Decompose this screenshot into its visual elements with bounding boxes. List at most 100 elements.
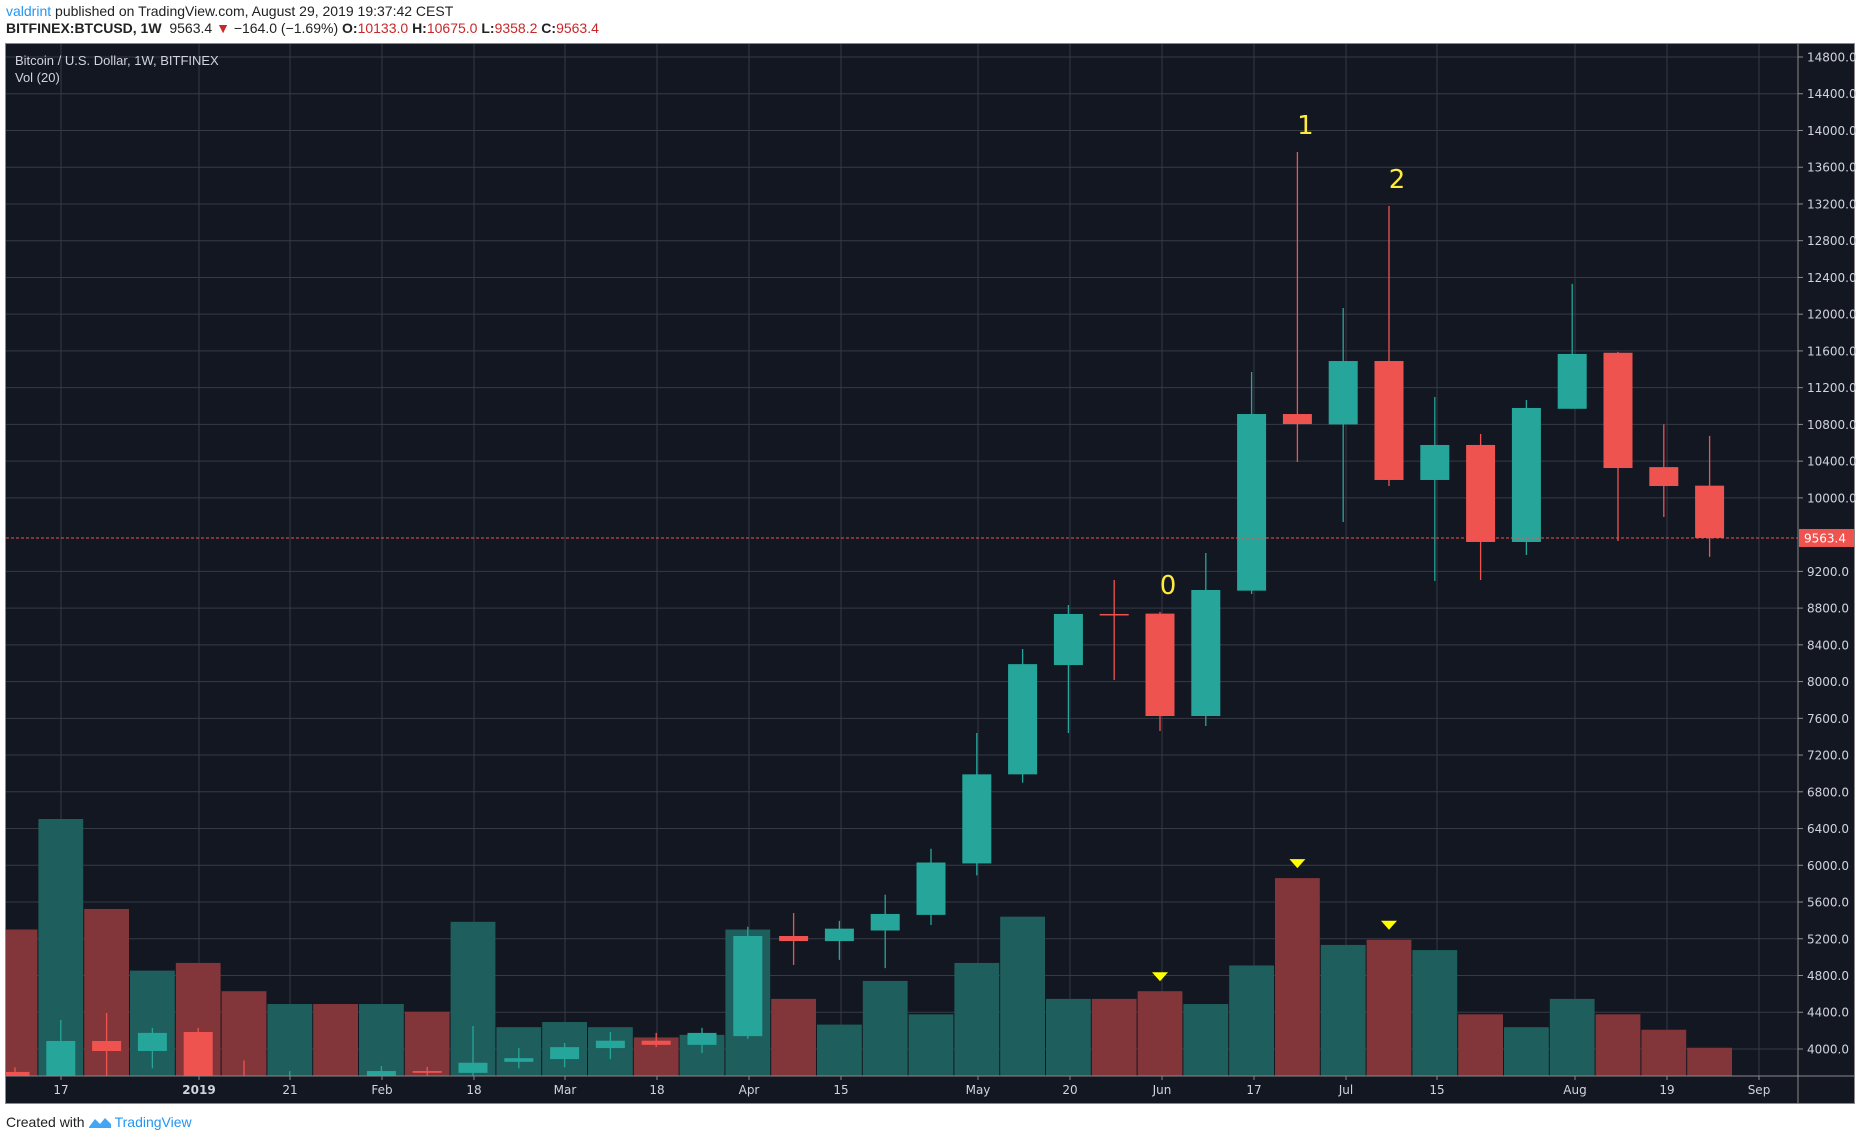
candle-body[interactable] xyxy=(1328,361,1358,425)
price-tick-label: 10000.0 xyxy=(1807,491,1857,505)
candle-body[interactable] xyxy=(1008,664,1038,775)
volume-bar xyxy=(6,929,38,1076)
candle-body[interactable] xyxy=(916,862,946,915)
candle-body[interactable] xyxy=(46,1040,76,1081)
time-tick-label: 19 xyxy=(1659,1083,1674,1097)
volume-indicator-label[interactable]: Vol (20) xyxy=(15,70,60,85)
published-text: published on TradingView.com, August 29,… xyxy=(55,3,454,19)
volume-bar xyxy=(404,1011,450,1076)
high-label: H: xyxy=(412,20,427,36)
candle-body[interactable] xyxy=(321,1084,350,1088)
down-arrow-icon: ▼ xyxy=(216,20,230,36)
price-tick-label: 11600.0 xyxy=(1807,344,1857,358)
chart-pane[interactable] xyxy=(5,43,1855,1104)
price-tick-label: 10800.0 xyxy=(1807,418,1857,432)
open-label: O: xyxy=(342,20,358,36)
volume-bar xyxy=(1687,1047,1732,1076)
footer: Created with TradingView xyxy=(6,1114,192,1130)
price-tick-label: 6800.0 xyxy=(1807,785,1849,799)
candle-body[interactable] xyxy=(870,913,900,931)
candle-body[interactable] xyxy=(1053,613,1083,666)
candle-body[interactable] xyxy=(595,1040,625,1049)
candle-body[interactable] xyxy=(1,1071,30,1077)
price-tick-label: 7600.0 xyxy=(1807,712,1849,726)
volume-marker-icon xyxy=(1289,859,1306,869)
price-axis[interactable] xyxy=(1798,44,1854,1103)
price-tick-label: 4000.0 xyxy=(1807,1042,1849,1056)
candle-body[interactable] xyxy=(1466,444,1496,542)
time-tick-label: Apr xyxy=(739,1083,760,1097)
volume-bar xyxy=(1183,1004,1229,1076)
series-title: Bitcoin / U.S. Dollar, 1W, BITFINEX xyxy=(15,53,219,68)
candle-body[interactable] xyxy=(366,1071,396,1076)
price-tick-label: 7200.0 xyxy=(1807,749,1849,763)
candle-body[interactable] xyxy=(458,1062,488,1073)
candle-body[interactable] xyxy=(412,1071,442,1073)
candle-body[interactable] xyxy=(137,1032,167,1052)
candle-body[interactable] xyxy=(183,1031,213,1077)
candle-body[interactable] xyxy=(1282,414,1312,425)
volume-bar xyxy=(1412,950,1458,1076)
candle-body[interactable] xyxy=(504,1058,534,1062)
volume-bar xyxy=(1458,1014,1503,1076)
time-tick-label: Mar xyxy=(554,1083,577,1097)
price-tick-label: 14000.0 xyxy=(1807,124,1857,138)
time-tick-label: Sep xyxy=(1748,1083,1771,1097)
price-tick-label: 9200.0 xyxy=(1807,565,1849,579)
volume-bar xyxy=(313,1004,358,1076)
high-value: 10675.0 xyxy=(426,20,478,36)
volume-bar xyxy=(1046,998,1091,1076)
price-tick-label: 5200.0 xyxy=(1807,932,1849,946)
candle-body[interactable] xyxy=(1374,361,1404,480)
low-label: L: xyxy=(481,20,495,36)
volume-bar xyxy=(1504,1027,1549,1076)
candle-body[interactable] xyxy=(779,936,809,942)
tradingview-link[interactable]: TradingView xyxy=(114,1114,192,1130)
candle-body[interactable] xyxy=(1603,352,1633,469)
price-tick-label: 12400.0 xyxy=(1807,271,1857,285)
price-tick-label: 8800.0 xyxy=(1807,602,1849,616)
volume-bar xyxy=(1137,991,1183,1076)
symbol-info-bar: BITFINEX:BTCUSD, 1W 9563.4 ▼ −164.0 (−1.… xyxy=(6,20,599,36)
candle-body[interactable] xyxy=(687,1032,717,1045)
candle-body[interactable] xyxy=(1511,407,1541,542)
candle-body[interactable] xyxy=(962,774,992,864)
author-link[interactable]: valdrint xyxy=(6,3,52,19)
time-tick-label: 2019 xyxy=(182,1083,215,1097)
volume-bar xyxy=(1366,939,1412,1076)
time-tick-label: 18 xyxy=(466,1083,481,1097)
candle-body[interactable] xyxy=(1649,467,1679,487)
candle-body[interactable] xyxy=(641,1040,671,1045)
candle-body[interactable] xyxy=(824,928,854,942)
last-price-badge xyxy=(1799,528,1854,547)
candle-body[interactable] xyxy=(1145,613,1175,717)
time-tick-label: 18 xyxy=(649,1083,664,1097)
candle-body[interactable] xyxy=(1695,485,1725,538)
candle-body[interactable] xyxy=(92,1040,122,1052)
candle-body[interactable] xyxy=(550,1047,580,1060)
candle-body[interactable] xyxy=(733,936,763,1037)
volume-bar xyxy=(1549,998,1595,1076)
volume-bar xyxy=(1229,965,1274,1076)
volume-bar xyxy=(1091,998,1137,1076)
time-tick-label: 15 xyxy=(833,1083,848,1097)
time-tick-label: 17 xyxy=(1246,1083,1261,1097)
low-value: 9358.2 xyxy=(494,20,538,36)
time-tick-label: 17 xyxy=(53,1083,68,1097)
tradingview-logo-icon xyxy=(88,1118,111,1128)
time-tick-label: 20 xyxy=(1062,1083,1077,1097)
wave-annotation-label: 2 xyxy=(1389,165,1406,195)
volume-bar xyxy=(1641,1029,1687,1076)
candle-body[interactable] xyxy=(230,1077,259,1089)
time-tick-label: May xyxy=(966,1083,991,1097)
candle-body[interactable] xyxy=(1191,590,1221,717)
created-with-text: Created with xyxy=(6,1114,85,1130)
volume-bar xyxy=(862,980,908,1076)
candle-body[interactable] xyxy=(1557,353,1587,409)
candle-body[interactable] xyxy=(1099,613,1129,616)
candle-body[interactable] xyxy=(1237,414,1267,591)
chart-legend: Bitcoin / U.S. Dollar, 1W, BITFINEX Vol … xyxy=(15,52,219,86)
wave-annotation-label: 1 xyxy=(1297,111,1314,141)
candle-body[interactable] xyxy=(1420,444,1450,480)
